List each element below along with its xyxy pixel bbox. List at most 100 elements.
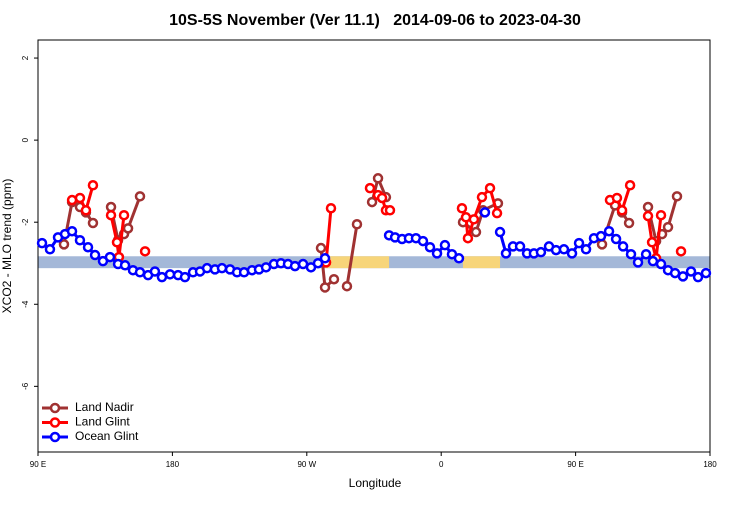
point (484, 182, 496, 194)
point (134, 191, 146, 202)
point (646, 237, 658, 248)
x-axis-label: Longitude (349, 476, 402, 490)
point (87, 217, 99, 229)
y-axis-label: XCO2 - MLO trend (ppm) (0, 179, 14, 314)
point (677, 271, 689, 282)
y-tick-label: 0 (21, 137, 30, 142)
point (675, 246, 687, 257)
point (351, 219, 363, 230)
point (439, 239, 451, 251)
legend-marker (49, 431, 61, 443)
point (36, 237, 48, 249)
point (642, 210, 654, 222)
point (87, 180, 99, 191)
point (424, 241, 436, 253)
point (376, 192, 388, 204)
point (535, 246, 547, 258)
point (319, 253, 331, 264)
point (655, 209, 667, 221)
point (44, 244, 56, 255)
point (692, 271, 704, 283)
point (470, 226, 482, 238)
point (476, 191, 488, 203)
point (201, 262, 213, 274)
x-tick-label: 90 E (567, 460, 583, 469)
point (580, 244, 592, 255)
x-tick-label: 90 E (30, 460, 46, 469)
point (611, 192, 623, 204)
point (417, 235, 429, 247)
band (463, 256, 501, 269)
point (105, 201, 117, 213)
point (573, 237, 585, 249)
point (74, 235, 86, 246)
point (216, 262, 228, 274)
point (462, 232, 474, 244)
point (179, 271, 191, 283)
point (610, 233, 622, 245)
point (655, 258, 667, 270)
point (82, 241, 94, 253)
point (700, 267, 712, 279)
point (312, 257, 324, 269)
legend-marker (49, 417, 61, 428)
y-tick-label: -2 (21, 218, 30, 226)
point (494, 226, 506, 238)
point (479, 207, 491, 218)
point (289, 260, 301, 272)
legend-marker (49, 402, 61, 414)
point (164, 269, 176, 280)
point (315, 242, 327, 254)
point (603, 225, 615, 237)
y-tick-label: 2 (21, 55, 30, 60)
point (104, 251, 116, 263)
x-tick-label: 180 (703, 460, 717, 469)
point (625, 248, 637, 260)
point (89, 249, 101, 261)
point (119, 260, 131, 271)
point (74, 192, 86, 204)
point (558, 244, 570, 255)
legend-label: Ocean Glint (75, 429, 139, 443)
point (491, 207, 503, 219)
legend-label: Land Glint (75, 415, 130, 429)
point (319, 282, 331, 293)
point (468, 214, 480, 225)
point (66, 225, 78, 237)
point (105, 209, 117, 221)
point (662, 221, 674, 233)
point (596, 239, 608, 250)
point (632, 257, 644, 268)
point (156, 271, 168, 283)
legend-label: Land Nadir (75, 400, 134, 414)
point (647, 255, 659, 267)
point (566, 248, 578, 259)
point (595, 230, 607, 242)
point (328, 273, 340, 285)
x-tick-label: 180 (166, 460, 180, 469)
point (134, 267, 146, 278)
point (514, 241, 526, 252)
point (139, 246, 151, 257)
point (366, 196, 378, 208)
point (623, 217, 635, 229)
point (118, 209, 130, 221)
y-tick-label: -4 (21, 300, 30, 308)
point (149, 266, 161, 277)
point (616, 205, 628, 216)
point (364, 182, 376, 194)
point (453, 253, 465, 264)
y-tick-label: -6 (21, 382, 30, 390)
point (325, 202, 337, 214)
point (58, 239, 70, 250)
x-tick-label: 0 (439, 460, 444, 469)
point (500, 248, 512, 259)
point (671, 191, 683, 202)
point (111, 237, 123, 248)
x-tick-label: 90 W (297, 460, 316, 469)
point (431, 248, 443, 259)
point (617, 241, 629, 252)
point (372, 173, 384, 184)
chart-title: 10S-5S November (Ver 11.1) 2014-09-06 to… (169, 12, 581, 29)
point (685, 266, 697, 277)
